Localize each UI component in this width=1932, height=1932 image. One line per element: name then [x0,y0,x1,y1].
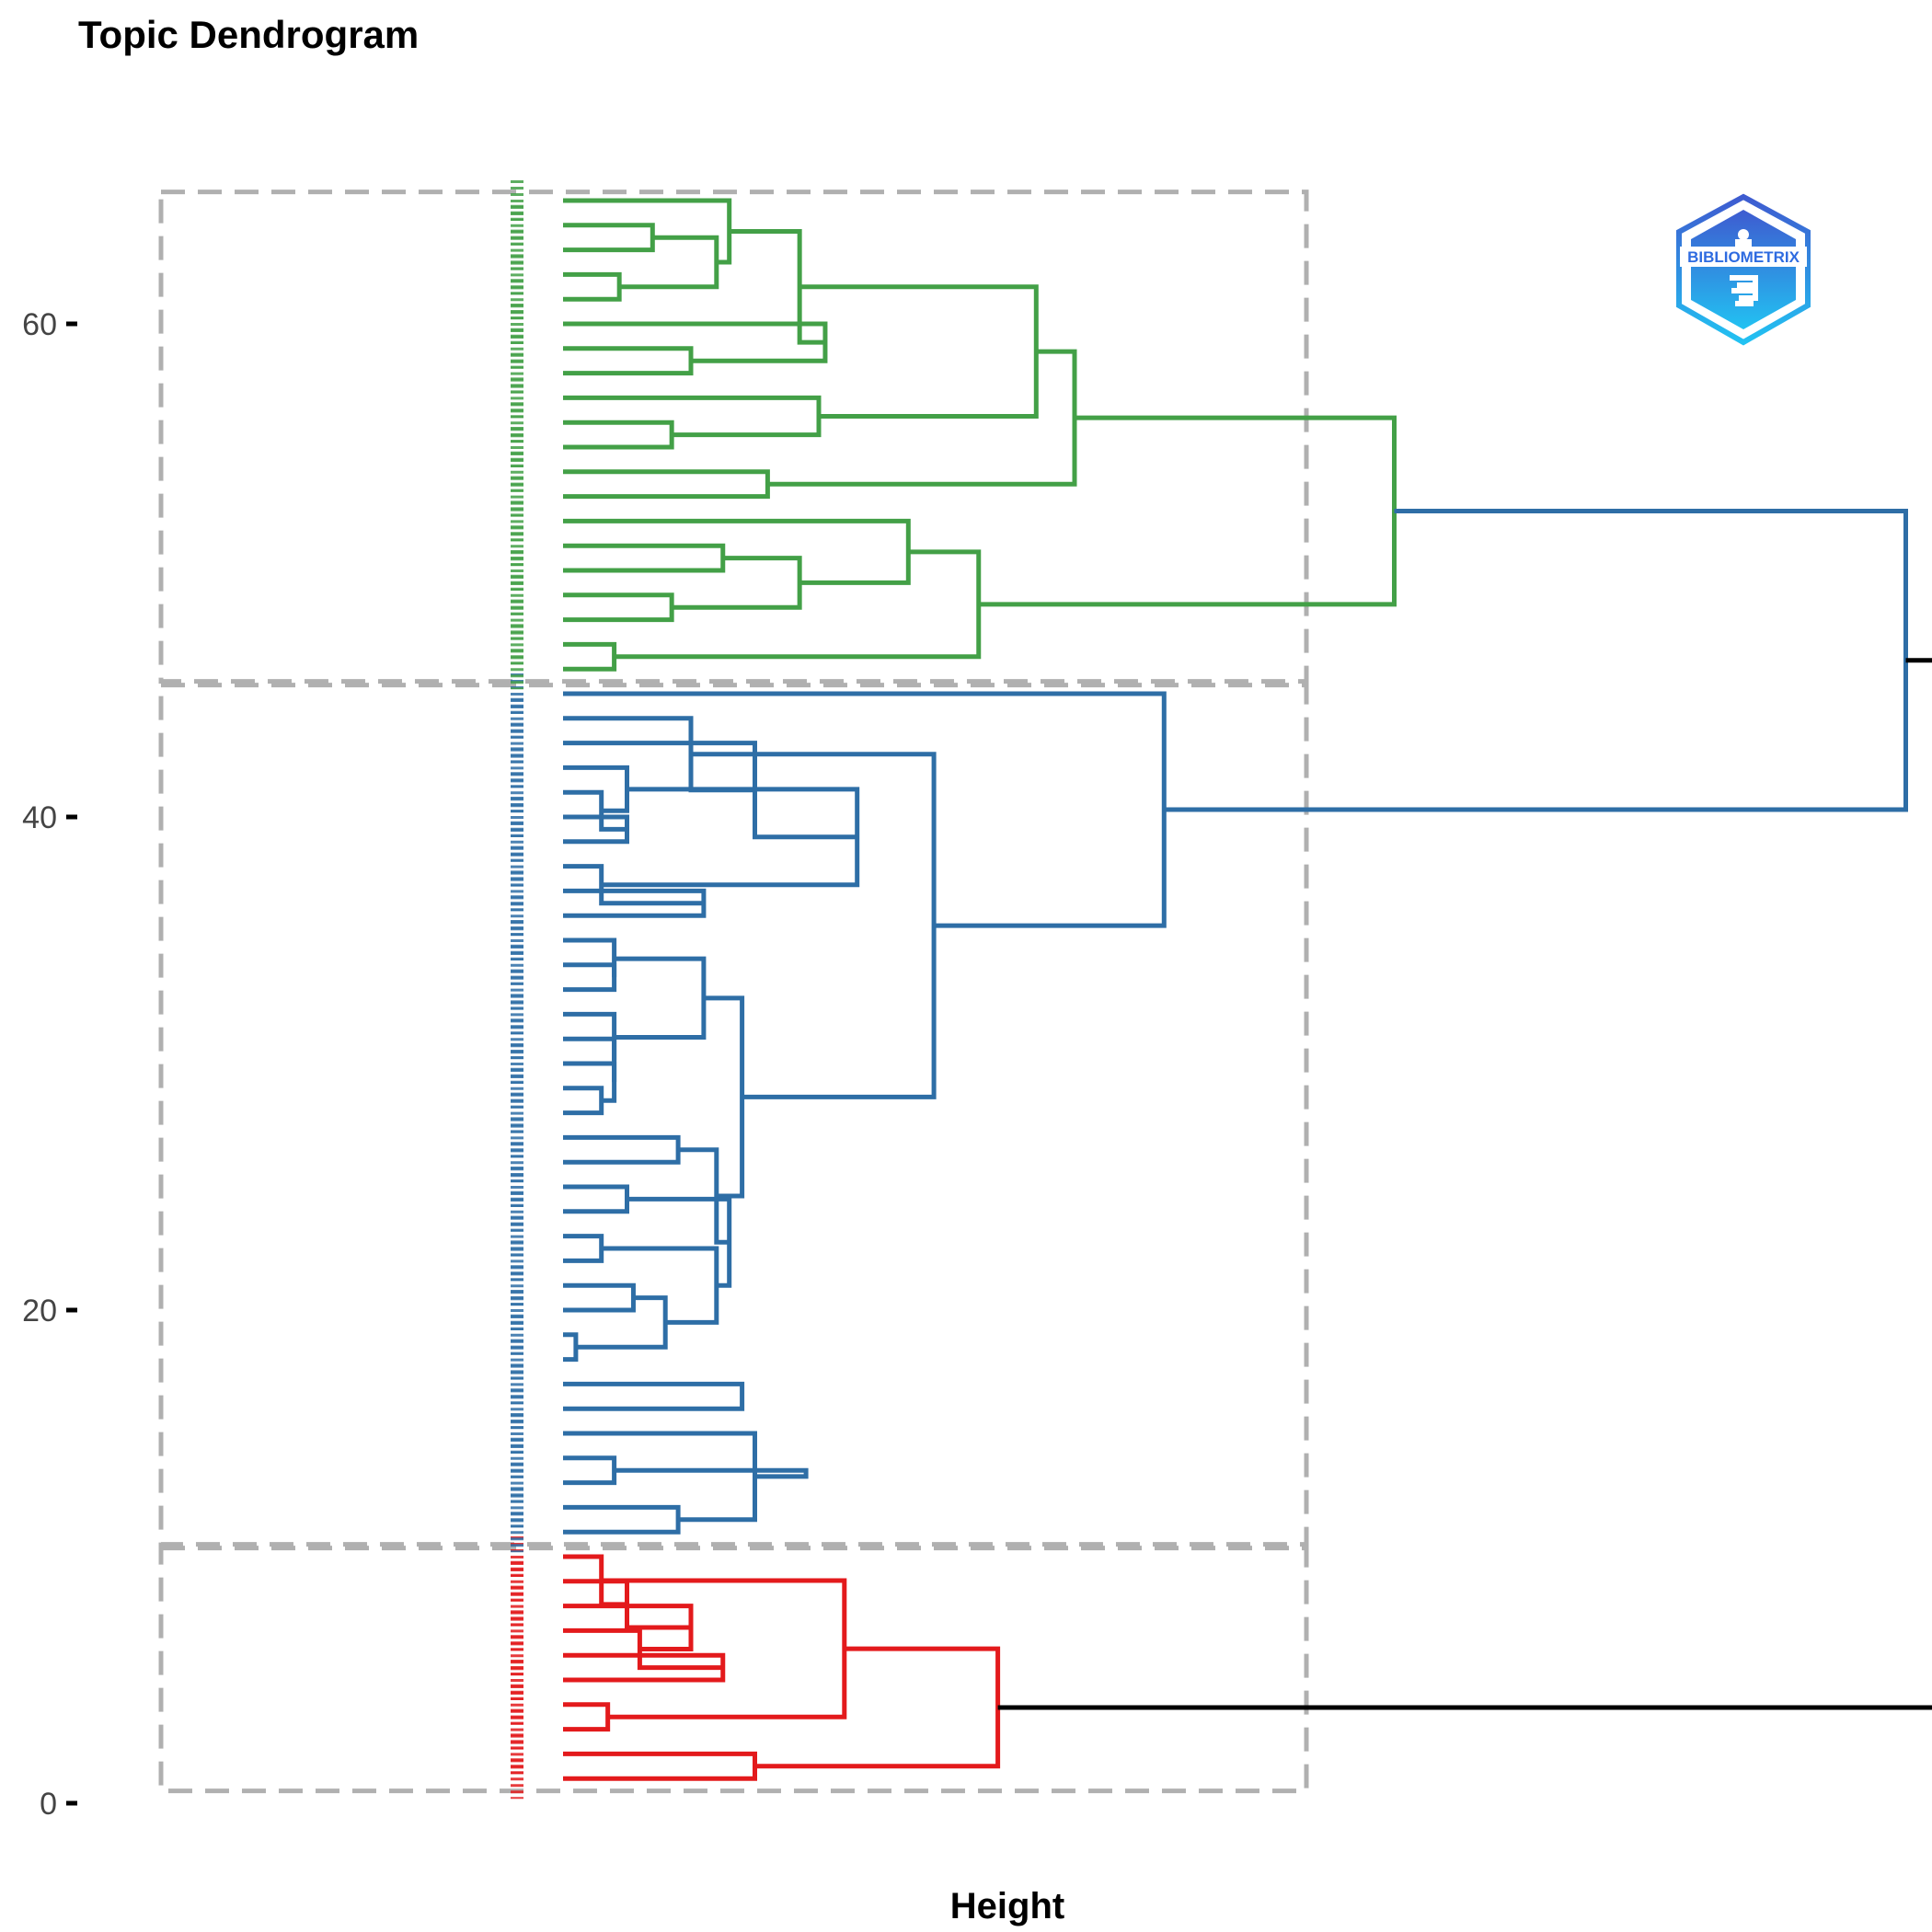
link-b6 [563,1332,579,1363]
link-b21 [614,956,707,1041]
svg-text:BIBLIOMETRIX: BIBLIOMETRIX [1687,248,1800,266]
link-g3 [563,543,726,573]
x-axis-label: Height [949,1886,1065,1926]
link-g15 [563,198,732,265]
link-b1 [563,1504,681,1535]
y-tick-label-0: 0 [40,1787,57,1822]
link-b8 [575,1295,668,1350]
link-r2 [563,1702,611,1732]
cluster-box-1 [158,1546,1309,1794]
link-g5 [563,518,911,585]
link-g9 [563,395,822,438]
link-b22 [703,995,745,1199]
link-g19 [978,415,1397,607]
link-b17 [563,1036,617,1083]
link-b16 [563,1061,617,1103]
link-b5 [563,1381,745,1411]
y-axis: 0 20 40 60 [22,307,77,1822]
link-c2 [997,658,1932,1710]
link-g11 [563,321,828,363]
link-b18 [563,1011,617,1061]
y-tick-label-40: 40 [22,800,57,835]
link-c1 [1164,509,1908,812]
link-b15 [563,1086,604,1116]
link-b11 [563,1184,629,1214]
link-g1 [563,641,617,672]
link-b19 [563,962,617,993]
link-r9 [754,1646,1001,1769]
y-tick-label-60: 60 [22,307,57,342]
link-b2 [563,1455,617,1486]
link-b31 [691,752,937,1099]
link-g12 [563,271,622,302]
link-b12 [627,1196,732,1288]
link-g8 [563,420,674,450]
link-g14 [619,235,719,290]
link-g7 [563,469,770,500]
dendrogram-links [563,198,1932,1781]
chart-title: Topic Dendrogram [78,13,420,56]
link-b13 [563,1134,681,1165]
link-b4 [614,1467,809,1479]
link-g4 [672,556,802,610]
link-b7 [563,1282,636,1313]
y-tick-label-20: 20 [22,1294,57,1328]
cluster-boxes [158,190,1309,1794]
link-g6 [614,549,982,660]
link-r1 [563,1751,757,1781]
bibliometrix-logo: BIBLIOMETRIX [1674,193,1812,354]
link-g10 [563,346,694,376]
link-b20 [563,937,617,978]
cluster-box-2 [158,683,1309,1547]
link-g2 [563,592,674,623]
cluster-box-3 [158,190,1309,684]
link-b27 [563,765,629,813]
link-b9 [563,1234,604,1263]
link-g13 [563,223,655,253]
link-g17 [799,284,1039,419]
